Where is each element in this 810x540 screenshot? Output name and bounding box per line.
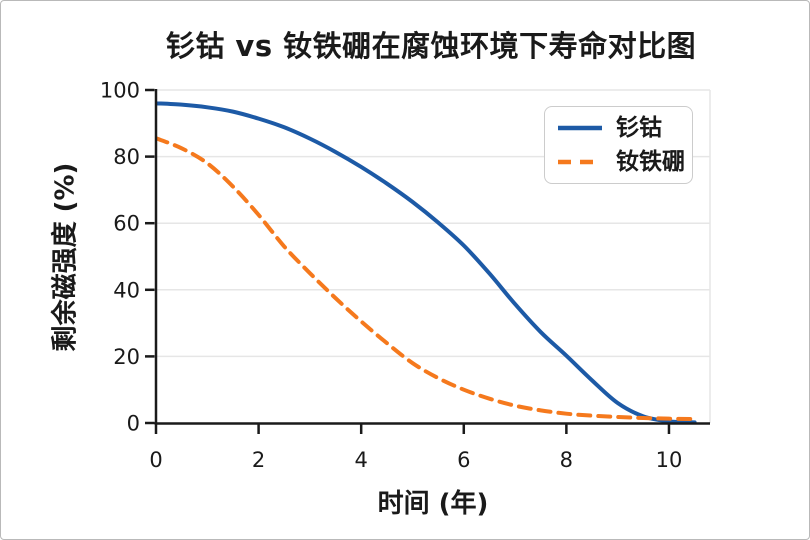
- x-axis-label: 时间 (年): [377, 489, 489, 519]
- y-tick-label-40: 40: [113, 278, 140, 302]
- x-tick-label-4: 4: [354, 448, 367, 472]
- legend-label-ndfeb: 钕铁硼: [616, 148, 685, 175]
- x-tick-label-0: 0: [149, 448, 162, 472]
- y-axis-label: 剩余磁强度 (%): [50, 162, 81, 352]
- legend-line-sample-dashed: [558, 159, 602, 165]
- legend-line-sample-solid: [558, 125, 602, 131]
- chart-title: 钐钴 vs 钕铁硼在腐蚀环境下寿命对比图: [165, 29, 697, 63]
- x-tick-label-8: 8: [560, 448, 573, 472]
- y-tick-label-80: 80: [113, 145, 140, 169]
- y-tick-label-20: 20: [113, 345, 140, 369]
- y-tick-label-0: 0: [127, 412, 140, 436]
- legend-entry-smco: 钐钴: [557, 114, 692, 141]
- legend-label-smco: 钐钴: [616, 114, 662, 141]
- x-tick-label-10: 10: [656, 448, 683, 472]
- legend-entry-ndfeb: 钕铁硼: [557, 148, 692, 175]
- x-tick-label-2: 2: [252, 448, 265, 472]
- y-tick-label-60: 60: [113, 212, 140, 236]
- x-tick-label-6: 6: [457, 448, 470, 472]
- legend-box: 钐钴 钕铁硼: [544, 106, 693, 184]
- y-tick-label-100: 100: [100, 79, 140, 103]
- series-line-0-solid: [156, 101, 697, 425]
- series-line-1-dashed: [156, 136, 697, 421]
